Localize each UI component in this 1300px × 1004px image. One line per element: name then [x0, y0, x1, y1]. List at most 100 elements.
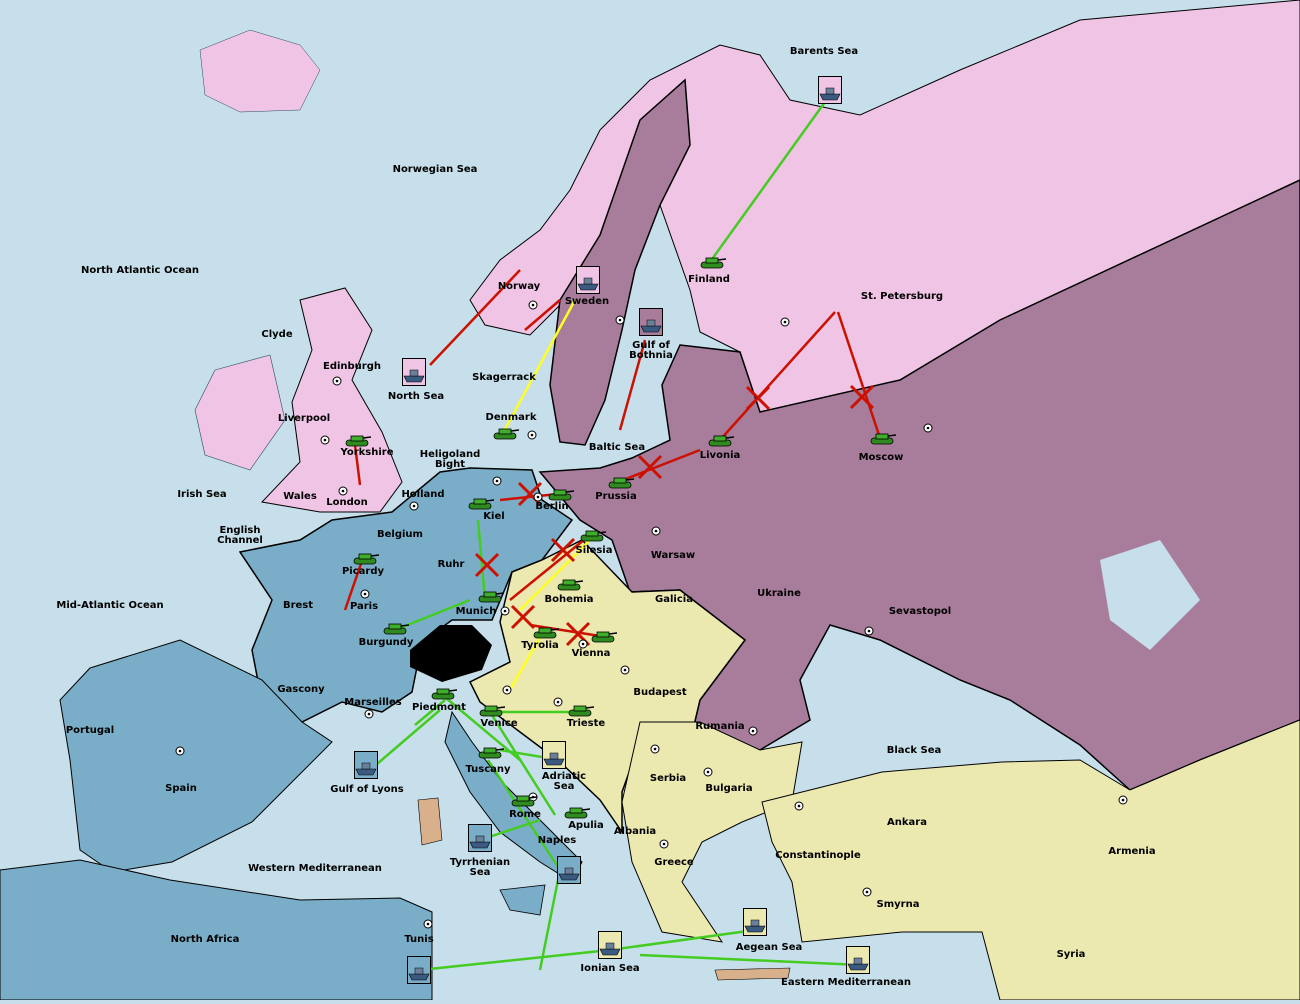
territory-label[interactable]: Warsaw: [650, 550, 696, 561]
territory-label[interactable]: St. Petersburg: [860, 291, 944, 302]
army-tank-icon[interactable]: [466, 495, 495, 511]
territory-label[interactable]: Albania: [613, 826, 657, 837]
territory-label[interactable]: Clyde: [261, 329, 293, 340]
territory-label[interactable]: Norway: [497, 281, 541, 292]
territory-label[interactable]: Ruhr: [437, 559, 465, 570]
region-balkans[interactable]: [621, 721, 803, 943]
army-tank-icon[interactable]: [477, 702, 506, 718]
territory-label[interactable]: Constantinople: [775, 850, 861, 861]
army-tank-icon[interactable]: [606, 474, 635, 490]
territory-label[interactable]: Sevastopol: [888, 606, 952, 617]
territory-label[interactable]: Tyrrhenian Sea: [449, 857, 511, 878]
territory-label[interactable]: Finland: [688, 274, 730, 285]
territory-label[interactable]: Skagerrack: [472, 372, 536, 383]
territory-label[interactable]: Apulia: [568, 820, 604, 831]
territory-label[interactable]: Black Sea: [886, 745, 942, 756]
army-tank-icon[interactable]: [343, 432, 372, 448]
army-tank-icon[interactable]: [706, 432, 735, 448]
territory-label[interactable]: Norwegian Sea: [392, 164, 478, 175]
army-tank-icon[interactable]: [531, 624, 560, 640]
army-tank-icon[interactable]: [589, 628, 618, 644]
territory-label[interactable]: Tuscany: [465, 764, 511, 775]
army-tank-icon[interactable]: [578, 527, 607, 543]
territory-label[interactable]: Burgundy: [358, 637, 414, 648]
territory-label[interactable]: Syria: [1056, 949, 1086, 960]
territory-label[interactable]: Vienna: [571, 648, 611, 659]
fleet-ship-icon[interactable]: [846, 946, 870, 974]
territory-label[interactable]: Rumania: [695, 721, 745, 732]
territory-label[interactable]: North Atlantic Ocean: [80, 265, 200, 276]
fleet-ship-icon[interactable]: [468, 824, 492, 852]
territory-label[interactable]: Gulf of Lyons: [330, 784, 404, 795]
territory-label[interactable]: Yorkshire: [340, 447, 394, 458]
territory-label[interactable]: Budapest: [633, 687, 687, 698]
territory-label[interactable]: Berlin: [535, 501, 569, 512]
fleet-ship-icon[interactable]: [598, 931, 622, 959]
region-russia[interactable]: [538, 179, 1300, 791]
territory-label[interactable]: Ankara: [887, 817, 927, 828]
territory-label[interactable]: Livonia: [699, 450, 741, 461]
army-tank-icon[interactable]: [429, 685, 458, 701]
territory-label[interactable]: Ionian Sea: [580, 963, 640, 974]
territory-label[interactable]: Tyrolia: [521, 640, 559, 651]
territory-label[interactable]: Eastern Mediterranean: [781, 977, 911, 988]
territory-label[interactable]: Sweden: [564, 296, 610, 307]
fleet-ship-icon[interactable]: [818, 76, 842, 104]
territory-label[interactable]: Trieste: [566, 718, 606, 729]
army-tank-icon[interactable]: [562, 804, 591, 820]
territory-label[interactable]: Irish Sea: [177, 489, 227, 500]
army-tank-icon[interactable]: [476, 744, 505, 760]
territory-label[interactable]: Tunis: [404, 934, 434, 945]
territory-label[interactable]: Naples: [537, 835, 577, 846]
territory-label[interactable]: Portugal: [65, 725, 115, 736]
territory-label[interactable]: Venice: [480, 718, 518, 729]
territory-label[interactable]: Paris: [349, 601, 379, 612]
army-tank-icon[interactable]: [476, 588, 505, 604]
territory-label[interactable]: Aegean Sea: [735, 942, 803, 953]
fleet-ship-icon[interactable]: [402, 358, 426, 386]
territory-label[interactable]: Armenia: [1108, 846, 1156, 857]
region-britain[interactable]: [260, 287, 403, 513]
territory-label[interactable]: Gascony: [277, 684, 325, 695]
fleet-ship-icon[interactable]: [354, 751, 378, 779]
territory-label[interactable]: Heligoland Bight: [419, 449, 481, 470]
territory-label[interactable]: Western Mediterranean: [248, 863, 382, 874]
territory-label[interactable]: Greece: [654, 857, 694, 868]
army-tank-icon[interactable]: [555, 576, 584, 592]
territory-label[interactable]: Belgium: [377, 529, 423, 540]
territory-label[interactable]: Brest: [282, 600, 314, 611]
territory-label[interactable]: Adriatic Sea: [541, 771, 587, 792]
fleet-ship-icon[interactable]: [576, 266, 600, 294]
territory-label[interactable]: Marseilles: [344, 697, 402, 708]
territory-label[interactable]: North Sea: [387, 391, 445, 402]
territory-label[interactable]: Bohemia: [544, 594, 594, 605]
army-tank-icon[interactable]: [351, 550, 380, 566]
territory-label[interactable]: Denmark: [485, 412, 537, 423]
region-turkey[interactable]: [761, 719, 1300, 1001]
army-tank-icon[interactable]: [566, 702, 595, 718]
army-tank-icon[interactable]: [546, 486, 575, 502]
territory-label[interactable]: Rome: [509, 809, 541, 820]
fleet-ship-icon[interactable]: [743, 908, 767, 936]
territory-label[interactable]: Edinburgh: [322, 361, 382, 372]
territory-label[interactable]: Silesia: [575, 545, 613, 556]
territory-label[interactable]: Kiel: [483, 511, 505, 522]
territory-label[interactable]: Wales: [283, 491, 317, 502]
territory-label[interactable]: North Africa: [170, 934, 240, 945]
territory-label[interactable]: Bulgaria: [705, 783, 753, 794]
territory-label[interactable]: Gulf of Bothnia: [629, 340, 673, 361]
fleet-ship-icon[interactable]: [407, 956, 431, 984]
territory-label[interactable]: Holland: [401, 489, 445, 500]
territory-label[interactable]: Baltic Sea: [588, 442, 646, 453]
army-tank-icon[interactable]: [381, 620, 410, 636]
territory-label[interactable]: Munich: [455, 606, 497, 617]
territory-label[interactable]: Serbia: [649, 773, 687, 784]
territory-label[interactable]: Smyrna: [876, 899, 920, 910]
army-tank-icon[interactable]: [509, 792, 538, 808]
region-sweden[interactable]: [549, 78, 691, 446]
army-tank-icon[interactable]: [868, 430, 897, 446]
fleet-ship-icon[interactable]: [639, 308, 663, 336]
army-tank-icon[interactable]: [491, 425, 520, 441]
